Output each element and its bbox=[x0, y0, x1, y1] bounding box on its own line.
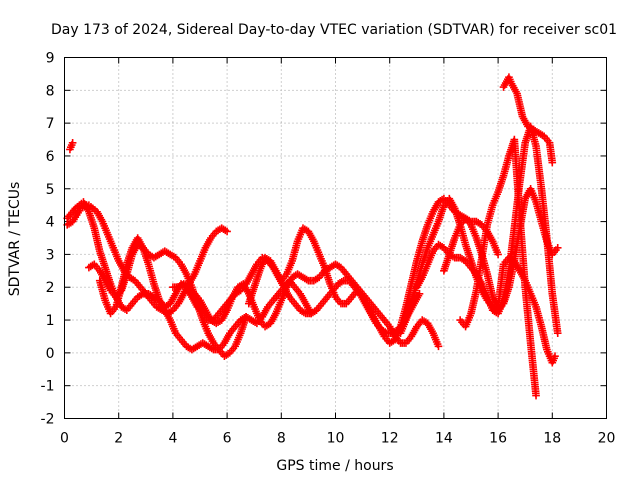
y-tick-label: -2 bbox=[41, 412, 55, 428]
x-tick-label: 16 bbox=[489, 431, 507, 447]
y-tick-label: 3 bbox=[46, 247, 55, 263]
data-point bbox=[434, 342, 443, 351]
grid-lines bbox=[64, 57, 607, 419]
data-point bbox=[548, 158, 557, 167]
x-tick-label: 6 bbox=[223, 431, 232, 447]
y-tick-label: 0 bbox=[46, 346, 55, 362]
y-tick-label: 4 bbox=[46, 215, 55, 231]
y-tick-label: 6 bbox=[46, 149, 55, 165]
x-tick-label: 2 bbox=[114, 431, 123, 447]
y-tick-label: -1 bbox=[41, 379, 55, 395]
x-tick-label: 10 bbox=[327, 431, 345, 447]
y-tick-label: 1 bbox=[46, 313, 55, 329]
y-tick-label: 2 bbox=[46, 280, 55, 296]
data-point bbox=[242, 312, 250, 321]
data-point bbox=[223, 227, 231, 236]
x-axis-label: GPS time / hours bbox=[276, 458, 393, 474]
data-points bbox=[63, 73, 562, 400]
data-point bbox=[68, 139, 77, 147]
data-point bbox=[532, 391, 540, 400]
y-tick-label: 8 bbox=[46, 83, 55, 99]
x-tick-label: 20 bbox=[598, 431, 616, 447]
x-tick-label: 4 bbox=[168, 431, 177, 447]
y-tick-label: 9 bbox=[46, 51, 55, 67]
x-tick-label: 18 bbox=[543, 431, 561, 447]
data-point bbox=[553, 244, 562, 252]
plot-frame bbox=[64, 57, 607, 419]
x-tick-label: 14 bbox=[435, 431, 453, 447]
data-point bbox=[553, 329, 562, 337]
x-tick-label: 12 bbox=[381, 431, 399, 447]
data-point bbox=[551, 352, 559, 360]
data-point bbox=[415, 289, 424, 298]
x-tick-label: 0 bbox=[60, 431, 69, 447]
y-tick-label: 7 bbox=[46, 116, 55, 132]
chart-title: Day 173 of 2024, Sidereal Day-to-day VTE… bbox=[51, 22, 617, 38]
y-tick-label: 5 bbox=[46, 182, 55, 198]
y-axis-label: SDTVAR / TECUs bbox=[7, 182, 23, 297]
x-tick-label: 8 bbox=[277, 431, 286, 447]
data-point bbox=[494, 250, 502, 259]
